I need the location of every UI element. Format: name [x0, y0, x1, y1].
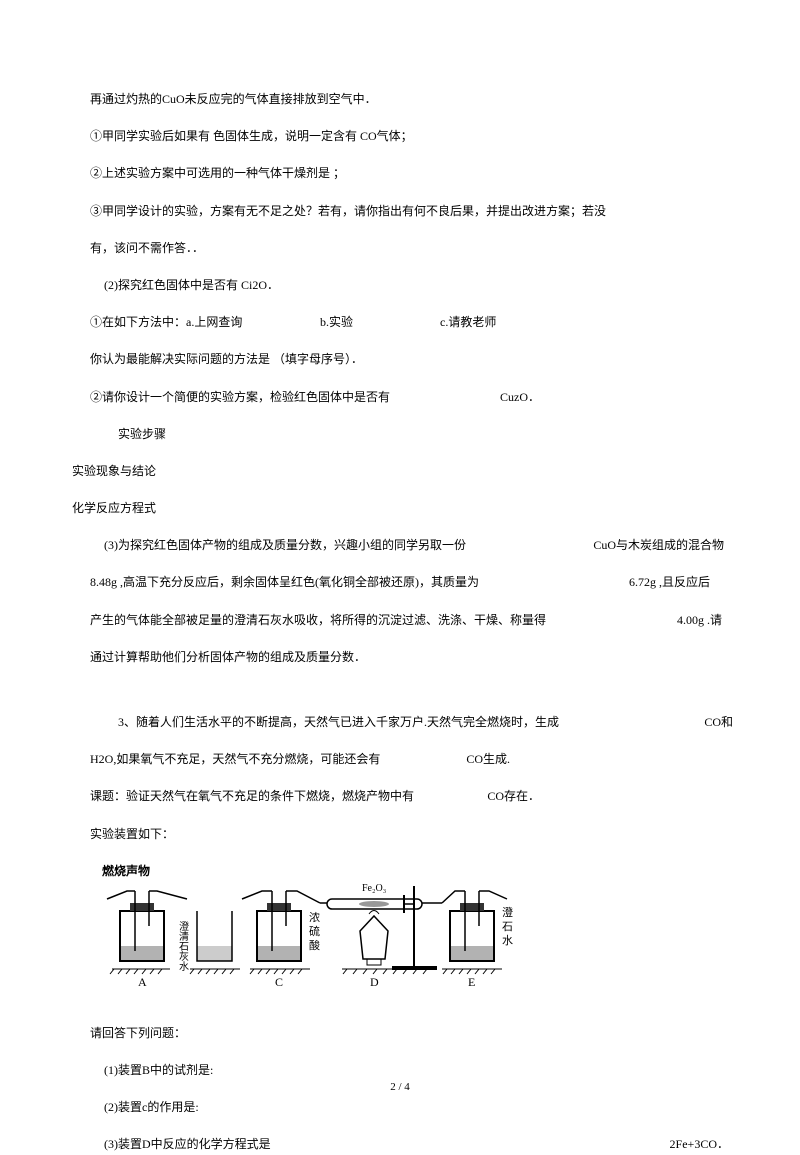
text-line: 再通过灼热的CuO未反应完的气体直接排放到空气中．	[90, 90, 730, 109]
chemistry-apparatus-svg: A 澄清石灰水	[102, 881, 532, 1016]
text-line: 8.48g ,高温下充分反应后，剩余固体呈红色(氧化铜全部被还原)，其质量为 6…	[90, 573, 710, 592]
page-number: 2 / 4	[390, 1081, 410, 1093]
text-span: 2Fe+3CO．	[670, 1135, 729, 1154]
text-line: 实验装置如下：	[90, 825, 730, 844]
methods-list: ①在如下方法中：a.上网查询 b.实验 c.请教老师	[90, 313, 730, 332]
text-line: 产生的气体能全部被足量的澄清石灰水吸收，将所得的沉淀过滤、洗涤、干燥、称量得 4…	[90, 611, 722, 630]
text-span: (3)装置D中反应的化学方程式是	[104, 1135, 271, 1154]
method-a: ①在如下方法中：a.上网查询	[90, 313, 320, 332]
text-span: 产生的气体能全部被足量的澄清石灰水吸收，将所得的沉淀过滤、洗涤、干燥、称量得	[90, 611, 546, 630]
text-line: 课题：验证天然气在氧气不充足的条件下燃烧，燃烧产物中有 CO存在．	[90, 787, 540, 806]
e-label-3: 水	[502, 934, 513, 947]
acid-label-1: 浓	[309, 911, 320, 924]
text-line: ②上述实验方案中可选用的一种气体干燥剂是 ；	[90, 164, 730, 183]
text-span: CO和	[704, 713, 733, 732]
text-span: CuzO．	[500, 388, 540, 407]
text-span: ②请你设计一个简便的实验方案，检验红色固体中是否有	[90, 388, 390, 407]
text-span: 4.00g .请	[677, 611, 722, 630]
beaker-b	[190, 911, 240, 974]
bottle-a: A	[107, 891, 187, 989]
text-line: (1)装置B中的试剂是:	[104, 1061, 730, 1080]
text-line: ①甲同学实验后如果有 色固体生成，说明一定含有 CO气体；	[90, 127, 730, 146]
text-line: (3)为探究红色固体产物的组成及质量分数，兴趣小组的同学另取一份 CuO与木炭组…	[104, 536, 724, 555]
label-d: D	[370, 975, 379, 989]
label-e: E	[468, 975, 475, 989]
text-span: 6.72g ,且反应后	[629, 573, 710, 592]
text-span: 8.48g ,高温下充分反应后，剩余固体呈红色(氧化铜全部被还原)，其质量为	[90, 573, 479, 592]
apparatus-diagram: 燃烧声物 A 澄清石灰水	[102, 862, 730, 1020]
text-line: 有，该问不需作答．．	[90, 239, 730, 258]
text-span: 3、随着人们生活水平的不断提高，天然气已进入千家万户.天然气完全燃烧时，生成	[118, 713, 559, 732]
text-line: 实验步骤	[118, 425, 730, 444]
bottle-e: E	[442, 891, 507, 989]
text-line: 通过计算帮助他们分析固体产物的组成及质量分数．	[90, 648, 730, 667]
text-line: 请回答下列问题：	[90, 1024, 730, 1043]
text-line: 3、随着人们生活水平的不断提高，天然气已进入千家万户.天然气完全燃烧时，生成 C…	[118, 713, 733, 732]
text-line: ③甲同学设计的实验，方案有无不足之处？若有，请你指出有何不良后果，并提出改进方案…	[90, 202, 730, 221]
e-label-1: 澄	[502, 905, 513, 919]
acid-label-3: 酸	[309, 938, 320, 952]
apparatus-d: Fe₂O₃ D	[320, 883, 442, 989]
method-b: b.实验	[320, 313, 440, 332]
liquid-label: 澄清石灰水	[177, 920, 189, 971]
text-span: H2O,如果氧气不充足，天然气不充分燃烧，可能还会有	[90, 750, 380, 769]
text-line: (2)探究红色固体中是否有 Ci2O．	[104, 276, 730, 295]
method-c: c.请教老师	[440, 313, 496, 332]
text-line: H2O,如果氧气不充足，天然气不充分燃烧，可能还会有 CO生成.	[90, 750, 510, 769]
text-line: 你认为最能解决实际问题的方法是 （填字母序号）．	[90, 350, 730, 369]
diagram-title: 燃烧声物	[102, 862, 730, 879]
text-line: 实验现象与结论	[72, 462, 730, 481]
label-c: C	[275, 975, 283, 989]
text-line: (2)装置c的作用是:	[104, 1098, 730, 1117]
acid-label-2: 硫	[309, 924, 320, 938]
text-line: ②请你设计一个简便的实验方案，检验红色固体中是否有 CuzO．	[90, 388, 540, 407]
text-line: 化学反应方程式	[72, 499, 730, 518]
e-label-2: 石	[502, 921, 513, 933]
fe-label: Fe₂O₃	[362, 883, 386, 894]
text-span: 课题：验证天然气在氧气不充足的条件下燃烧，燃烧产物中有	[90, 787, 414, 806]
text-span: (3)为探究红色固体产物的组成及质量分数，兴趣小组的同学另取一份	[104, 536, 466, 555]
text-span: CO生成.	[466, 750, 510, 769]
label-a: A	[138, 975, 147, 989]
text-span: CuO与木炭组成的混合物	[593, 536, 724, 555]
text-span: CO存在．	[487, 787, 540, 806]
text-line: (3)装置D中反应的化学方程式是 2Fe+3CO．	[104, 1135, 729, 1154]
